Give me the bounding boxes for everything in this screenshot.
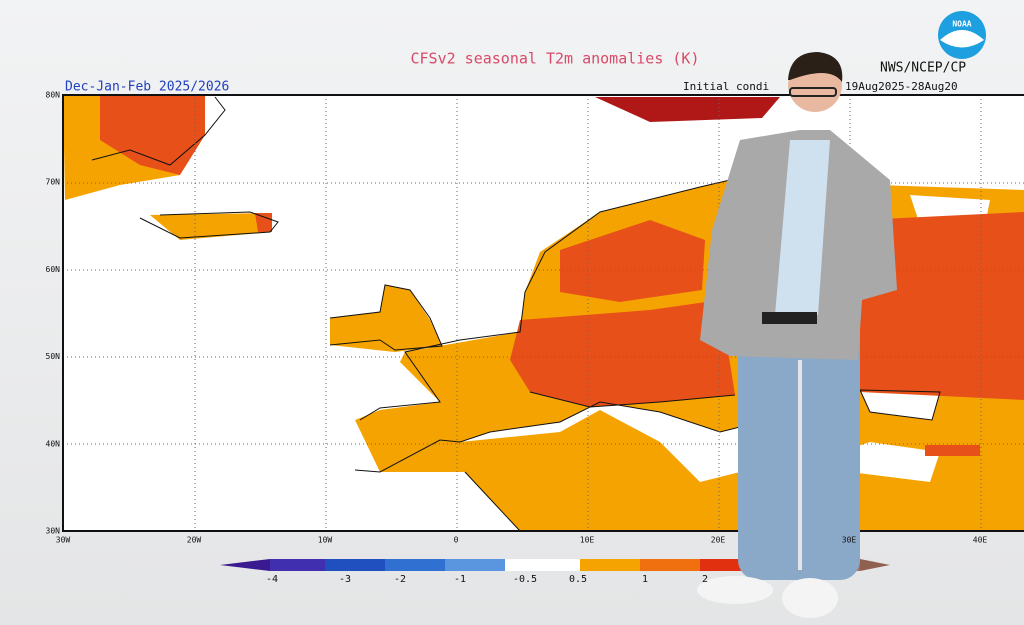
colorbar-label: -0.5 xyxy=(513,574,537,585)
lat-label: 30N xyxy=(46,527,61,536)
lon-label: 0 xyxy=(454,536,459,545)
lat-label: 50N xyxy=(46,352,61,361)
initial-conditions: 19Aug2025-28Aug20 xyxy=(845,80,958,93)
colorbar-label: 0.5 xyxy=(569,574,587,585)
period: Dec-Jan-Feb 2025/2026 xyxy=(65,80,229,95)
lat-label: 40N xyxy=(46,439,61,448)
lon-label: 20W xyxy=(187,536,202,545)
logo: NOAA xyxy=(938,11,986,59)
colorbar-label: -2 xyxy=(394,574,406,585)
lon-label: 40E xyxy=(973,536,988,545)
lon-label: 10W xyxy=(318,536,333,545)
map xyxy=(62,94,1024,532)
colorbar-label: 2 xyxy=(702,574,708,585)
lat-label: 70N xyxy=(46,178,61,187)
source: NWS/NCEP/CP xyxy=(880,61,966,76)
lat-label: 80N xyxy=(46,91,61,100)
colorbar-label: -4 xyxy=(266,574,278,585)
colorbar-label: 1 xyxy=(642,574,648,585)
presenter xyxy=(697,52,897,618)
lon-label: 30W xyxy=(56,536,71,545)
lat-label: 60N xyxy=(46,265,61,274)
logo-text: NOAA xyxy=(952,20,971,29)
lon-label: 10E xyxy=(580,536,595,545)
lon-label: 30E xyxy=(842,536,857,545)
colorbar-label: -3 xyxy=(339,574,351,585)
colorbar-label: -1 xyxy=(454,574,466,585)
map-title: CFSv2 seasonal T2m anomalies (K) xyxy=(411,50,700,68)
initial-conditions: Initial condi xyxy=(683,80,769,93)
lon-label: 20E xyxy=(711,536,726,545)
